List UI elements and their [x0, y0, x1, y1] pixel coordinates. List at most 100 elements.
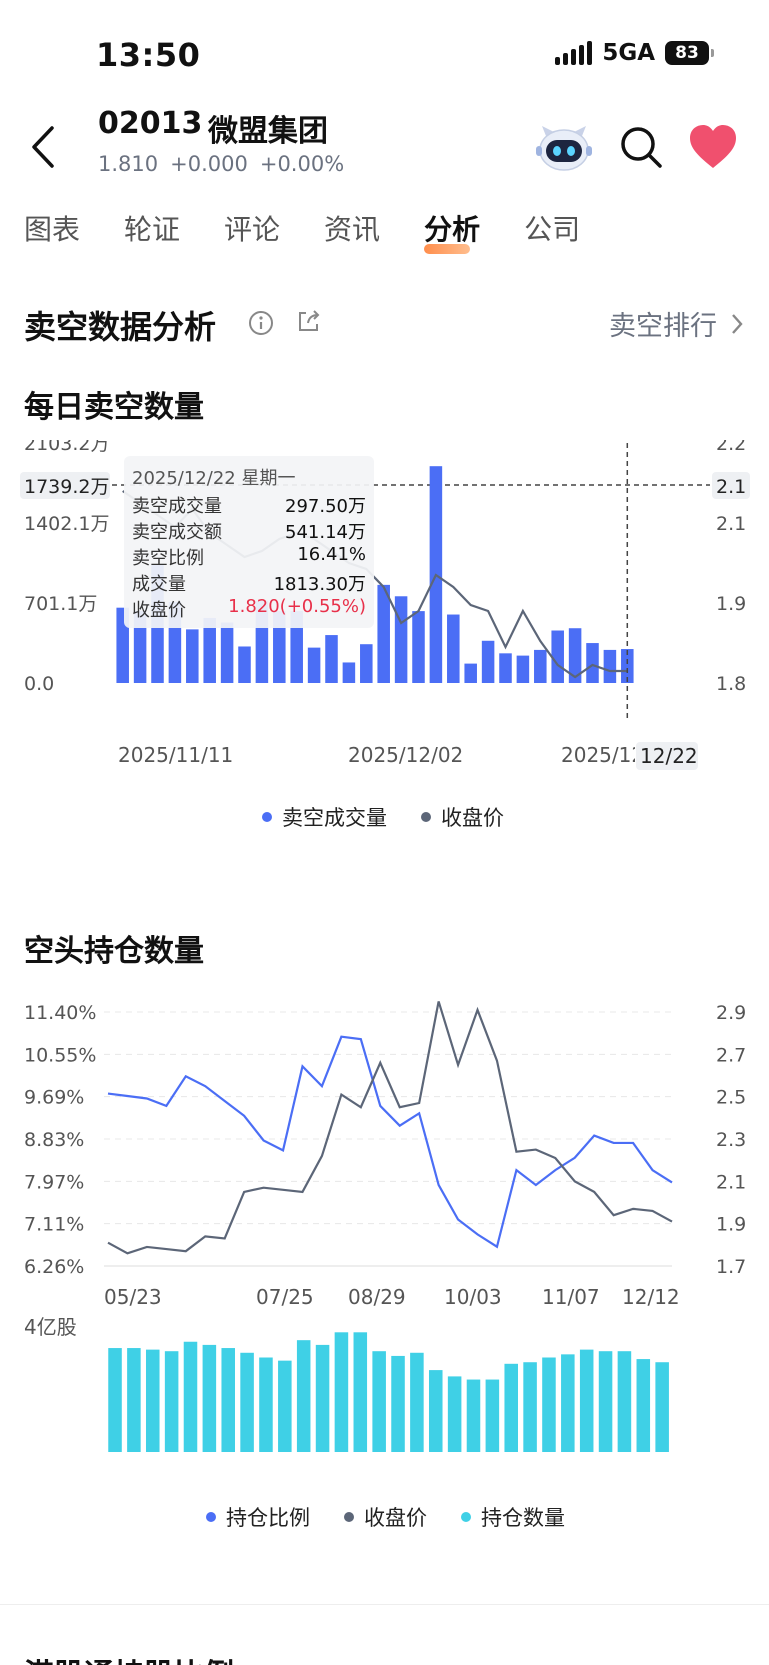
y-right-tick: 2.7	[716, 1044, 746, 1066]
stock-quote: 1.810 +0.000 +0.00%	[98, 152, 344, 176]
short-volume-bar	[360, 644, 373, 683]
short-volume-bar	[568, 628, 582, 683]
short-volume-bar	[394, 596, 408, 683]
x-tick: 10/03	[444, 1285, 502, 1309]
search-icon[interactable]	[618, 124, 664, 170]
short-position-bar	[353, 1332, 368, 1452]
short-position-bar	[542, 1357, 556, 1452]
short-volume-bar	[586, 643, 599, 683]
short-position-bar	[108, 1348, 122, 1452]
crosshair-x-label-bg	[636, 742, 698, 770]
tooltip-row: 成交量 1813.30万	[132, 570, 366, 596]
tooltip-row: 收盘价 1.820(+0.55%)	[132, 596, 366, 622]
tooltip-value: 16.41%	[297, 544, 366, 565]
tab-news[interactable]: 资讯	[324, 208, 380, 248]
short-position-bar	[164, 1351, 179, 1452]
x-tick: 07/25	[256, 1285, 314, 1309]
tooltip-value: 541.14万	[285, 522, 366, 543]
short-position-bar	[372, 1351, 386, 1452]
info-icon[interactable]	[248, 310, 274, 336]
x-tick: 11/07	[542, 1285, 600, 1309]
legend-item[interactable]: 持仓比例	[206, 1502, 310, 1532]
active-tab-indicator	[424, 244, 471, 254]
short-ratio-line	[107, 1035, 673, 1249]
short-position-bar	[259, 1357, 273, 1452]
tab-label: 资讯	[324, 213, 381, 246]
y-right-tick: 1.7	[716, 1256, 746, 1278]
legend-item[interactable]: 卖空成交量	[262, 802, 387, 832]
short-position-bar	[617, 1351, 632, 1452]
next-section-title: 港股通持股比例	[24, 1650, 234, 1665]
short-ranking-link[interactable]: 卖空排行	[609, 304, 743, 343]
chart1-legend: 卖空成交量 收盘价	[262, 802, 504, 832]
short-volume-bar	[273, 611, 286, 683]
short-position-bar	[561, 1354, 575, 1452]
y-right-tick: 2.5	[716, 1087, 746, 1109]
tab-bar: 图表 轮证 评论 资讯 分析 公司	[24, 208, 624, 254]
short-position-bar	[127, 1348, 141, 1452]
short-position-bar	[636, 1359, 651, 1452]
legend-label: 持仓数量	[481, 1506, 565, 1530]
legend-item[interactable]: 收盘价	[344, 1502, 427, 1532]
legend-item[interactable]: 收盘价	[421, 802, 504, 832]
tab-company[interactable]: 公司	[524, 208, 580, 248]
tab-comments[interactable]: 评论	[224, 208, 280, 248]
legend-label: 持仓比例	[226, 1506, 310, 1530]
x-tick: 05/23	[104, 1285, 162, 1309]
short-volume-bar	[133, 611, 147, 683]
bar-axis-label: 4亿股	[24, 1315, 77, 1339]
daily-short-title: 每日卖空数量	[24, 390, 204, 425]
y-left-tick: 2103.2万	[24, 440, 109, 455]
short-volume-bar	[481, 640, 495, 683]
y-right-tick: 2.1	[716, 513, 746, 535]
legend-dot	[262, 812, 272, 822]
tooltip-label: 成交量	[132, 574, 186, 595]
tab-analysis[interactable]: 分析	[424, 208, 481, 254]
crosshair-right-label: 2.1	[716, 476, 746, 498]
short-volume-bar	[325, 635, 338, 683]
tab-label: 分析	[424, 213, 481, 246]
legend-item[interactable]: 持仓数量	[461, 1502, 565, 1532]
daily-short-chart[interactable]: 2103.2万 2.2 1739.2万 2.1 1402.1万 2.1 701.1万 1.9 0…	[0, 440, 769, 780]
short-position-bar	[598, 1351, 613, 1452]
share-icon[interactable]	[296, 308, 322, 334]
short-volume-bar	[499, 653, 512, 683]
tooltip-row: 卖空成交量 297.50万	[132, 492, 366, 518]
ai-assistant-robot-icon[interactable]	[534, 122, 594, 174]
short-volume-bar	[603, 649, 617, 683]
stock-change: +0.000	[170, 152, 248, 176]
favorite-heart-icon[interactable]	[688, 124, 738, 170]
short-position-chart[interactable]: 11.40% 2.9 10.55% 2.7 9.69% 2.5 8.83% 2.3 7.97% 2…	[0, 990, 769, 1460]
stock-change-pct: +0.00%	[259, 152, 345, 176]
short-position-bar	[221, 1348, 235, 1452]
battery-level: 83	[675, 43, 699, 63]
signal-icon	[555, 41, 593, 65]
y-right-tick: 1.9	[716, 593, 746, 615]
network-type: 5GA	[602, 40, 655, 66]
short-volume-bar	[447, 614, 460, 683]
short-volume-bar	[307, 647, 321, 683]
short-volume-bar	[377, 584, 390, 683]
tooltip-row: 卖空成交额 541.14万	[132, 518, 366, 544]
status-indicators: 5GA 83	[555, 40, 714, 66]
short-volume-bar	[238, 646, 251, 683]
crosshair-x-label: 12/22	[640, 744, 698, 768]
x-tick: 2025/12/02	[348, 743, 463, 767]
tooltip-value: 1813.30万	[273, 574, 366, 595]
legend-dot	[461, 1512, 471, 1522]
short-volume-bar	[290, 611, 303, 683]
tab-chart[interactable]: 图表	[24, 208, 80, 248]
y-right-tick: 1.8	[716, 673, 746, 695]
back-arrow-icon[interactable]	[24, 122, 68, 172]
tab-label: 图表	[24, 213, 81, 246]
tab-label: 公司	[524, 213, 581, 246]
short-position-bar	[296, 1340, 311, 1452]
short-position-bar	[240, 1352, 254, 1452]
y-left-tick: 7.11%	[24, 1214, 84, 1236]
y-left-tick: 0.0	[24, 673, 54, 695]
short-position-bar	[183, 1341, 198, 1452]
tab-label: 轮证	[124, 213, 181, 246]
y-left-tick: 1402.1万	[24, 513, 109, 535]
tab-warrants[interactable]: 轮证	[124, 208, 180, 248]
stock-price: 1.810	[98, 152, 159, 176]
